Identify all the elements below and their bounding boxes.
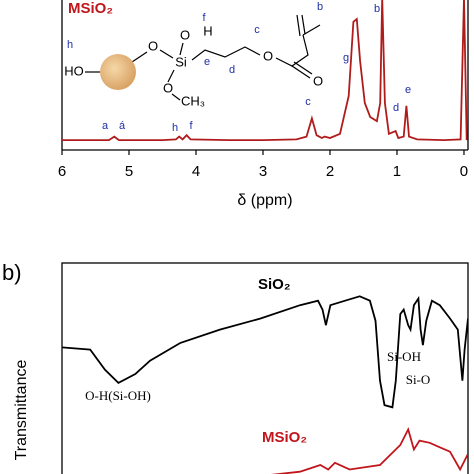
annotation: h [172, 122, 178, 134]
molecule [85, 14, 321, 101]
molecule-label: O [263, 48, 273, 63]
annotation: a [102, 120, 109, 132]
x-tick-label: 5 [125, 163, 133, 180]
molecule-label: O [163, 80, 173, 95]
x-axis-label: δ (ppm) [237, 192, 292, 209]
annotation: Si-OH [387, 349, 421, 364]
molecule-label: d [229, 64, 235, 76]
x-tick-label: 0 [460, 163, 468, 180]
molecule-label: h [67, 39, 73, 51]
molecule-label: CH₃ [181, 93, 205, 108]
molecule-label: c [254, 24, 260, 36]
annotation: c [305, 96, 311, 108]
frame [61, 262, 469, 474]
x-tick-label: 4 [192, 163, 200, 180]
molecule-label: b [317, 1, 323, 13]
spectrum-line [270, 427, 468, 474]
ftir-panel: b) Transmittance SiO₂ MSiO₂ O-H(Si-OH) Si-O… [2, 260, 469, 474]
molecule-label: O [148, 38, 158, 53]
panel-label: b) [2, 260, 22, 285]
chart-title: MSiO₂ [68, 0, 113, 17]
x-tick-label: 1 [393, 163, 401, 180]
series-label: MSiO₂ [262, 429, 307, 446]
series-label: SiO₂ [258, 276, 291, 293]
annotation: f [189, 120, 193, 132]
molecule-label: f [202, 12, 206, 24]
y-axis-label: Transmittance [13, 360, 30, 461]
annotation: b [374, 3, 380, 15]
annotation: á [119, 120, 126, 132]
annotation: O-H(Si-OH) [85, 388, 151, 403]
x-tick-label: 6 [58, 163, 66, 180]
annotation: d [393, 102, 399, 114]
spectrum-line [62, 295, 468, 409]
molecule-label: e [204, 56, 210, 68]
annotation: Si-O [406, 372, 431, 387]
molecule-label: O [313, 73, 323, 88]
x-tick-label: 3 [259, 163, 267, 180]
annotation: g [343, 52, 349, 64]
annotation: e [405, 84, 411, 96]
molecule-label: H [203, 23, 212, 38]
spectrum-line [62, 0, 468, 142]
molecule-label: HO [64, 63, 84, 78]
molecule-label: Si [175, 54, 187, 69]
molecule-label: O [180, 27, 190, 42]
x-tick-label: 2 [326, 163, 334, 180]
